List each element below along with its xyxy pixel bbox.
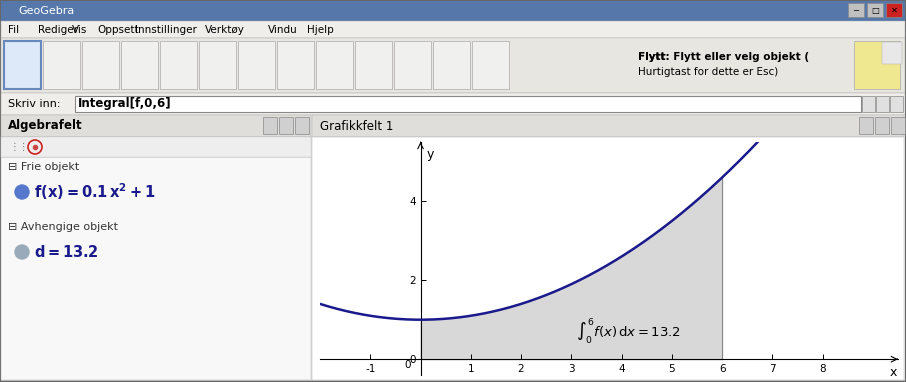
Text: Skriv inn:: Skriv inn: [8, 99, 61, 109]
Bar [1, 115, 905, 380]
Bar [312, 137, 904, 380]
Bar [1, 21, 905, 38]
Text: x: x [890, 366, 897, 379]
Bar [862, 96, 875, 112]
Bar [876, 96, 889, 112]
Bar [854, 41, 900, 89]
Text: ✕: ✕ [891, 5, 898, 15]
Text: Rediger: Rediger [38, 25, 78, 35]
Bar [859, 117, 873, 134]
Bar [75, 96, 861, 112]
Bar [238, 41, 275, 89]
Bar [82, 41, 119, 89]
Bar [1, 137, 311, 157]
Text: Algebrafelt: Algebrafelt [8, 120, 82, 133]
Bar [433, 41, 470, 89]
Text: ⊟ Frie objekt: ⊟ Frie objekt [8, 162, 79, 172]
Text: □: □ [871, 5, 879, 15]
Circle shape [15, 185, 29, 199]
Text: y: y [427, 148, 434, 161]
Bar [875, 117, 889, 134]
Circle shape [15, 245, 29, 259]
Text: Integral[f,0,6]: Integral[f,0,6] [78, 97, 171, 110]
Bar [1, 137, 311, 380]
Bar [886, 3, 902, 17]
Bar [1, 115, 311, 137]
Bar [199, 41, 236, 89]
Text: Hurtigtast for dette er Esc): Hurtigtast for dette er Esc) [638, 67, 778, 77]
Text: Grafikkfelt 1: Grafikkfelt 1 [320, 120, 393, 133]
Bar [891, 117, 905, 134]
Bar [882, 42, 902, 64]
Bar [1, 93, 905, 115]
Text: Fil: Fil [8, 25, 19, 35]
Bar [43, 41, 80, 89]
Text: Flytt: Flytt [638, 52, 666, 62]
Bar [1, 38, 905, 93]
Text: Flytt: Flytt eller velg objekt (: Flytt: Flytt eller velg objekt ( [638, 52, 809, 62]
Bar [848, 3, 864, 17]
Text: Verktøy: Verktøy [205, 25, 245, 35]
Text: Vindu: Vindu [268, 25, 298, 35]
Bar [867, 3, 883, 17]
Text: Vis: Vis [72, 25, 87, 35]
Text: $\mathbf{d = 13.2}$: $\mathbf{d = 13.2}$ [34, 244, 99, 260]
Bar [295, 117, 309, 134]
Bar [1, 1, 905, 21]
Bar [263, 117, 277, 134]
Bar [4, 41, 41, 89]
Text: ─: ─ [853, 5, 859, 15]
Text: Oppsett: Oppsett [97, 25, 139, 35]
Text: $\mathbf{f(x) = 0.1\,x^2 + 1}$: $\mathbf{f(x) = 0.1\,x^2 + 1}$ [34, 182, 156, 202]
Text: $\int_0^6 f(x)\,\mathrm{d}x = 13.2$: $\int_0^6 f(x)\,\mathrm{d}x = 13.2$ [576, 316, 680, 346]
Bar [121, 41, 158, 89]
Bar [890, 96, 903, 112]
Text: ⋮⋮: ⋮⋮ [10, 142, 30, 152]
Bar [312, 115, 904, 137]
Bar [394, 41, 431, 89]
Bar [472, 41, 509, 89]
Text: 0: 0 [404, 360, 410, 371]
Bar [277, 41, 314, 89]
Text: Hjelp: Hjelp [307, 25, 333, 35]
Text: ⊟ Avhengige objekt: ⊟ Avhengige objekt [8, 222, 118, 232]
Bar [279, 117, 293, 134]
Text: Innstillinger: Innstillinger [135, 25, 197, 35]
Bar [316, 41, 353, 89]
Bar [355, 41, 392, 89]
Bar [160, 41, 197, 89]
Text: GeoGebra: GeoGebra [18, 6, 74, 16]
